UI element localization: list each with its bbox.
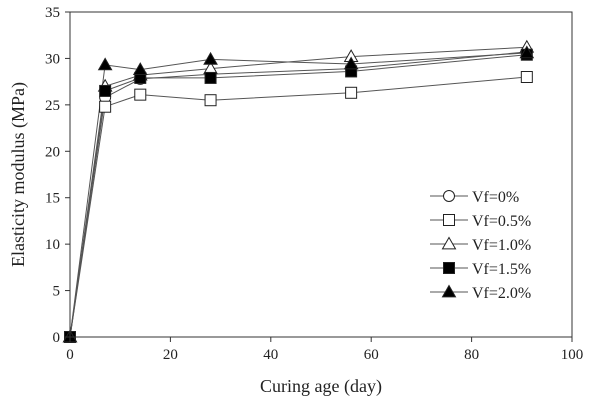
- data-point: [203, 51, 218, 65]
- y-tick-label: 10: [45, 237, 60, 253]
- plot-area-frame: [69, 11, 573, 338]
- data-point: [519, 45, 535, 59]
- series-line: [69, 76, 527, 338]
- data-point: [204, 71, 217, 84]
- y-tick-label: 15: [45, 191, 60, 207]
- data-point: [520, 71, 533, 83]
- y-tick-label: 5: [53, 284, 61, 300]
- series-line: [69, 46, 527, 338]
- legend-marker: [443, 214, 455, 226]
- data-point: [99, 100, 112, 113]
- x-tick-label: 20: [163, 347, 178, 363]
- legend-marker: [443, 190, 455, 202]
- legend-label: Vf=1.5%: [472, 261, 531, 278]
- legend-marker: [443, 262, 455, 274]
- legend: Vf=0% Vf=0.5% Vf=1.0% Vf=1.5% Vf=2.0%: [430, 189, 531, 302]
- data-point: [99, 84, 112, 97]
- series-line: [69, 54, 527, 338]
- y-axis-title: Elasticity modulus (MPa): [8, 82, 29, 267]
- x-tick-label: 40: [263, 347, 278, 363]
- data-point: [204, 94, 217, 107]
- x-axis-title: Curing age (day): [260, 376, 382, 397]
- data-point: [97, 57, 113, 71]
- x-tick-label: 60: [364, 347, 379, 363]
- data-point: [343, 56, 359, 70]
- data-point: [132, 62, 148, 75]
- y-tick-label: 0: [53, 330, 61, 346]
- series-line: [69, 51, 527, 338]
- data-point: [345, 86, 358, 99]
- legend-label: Vf=0.5%: [472, 213, 531, 230]
- legend-marker: [441, 284, 457, 298]
- ticks-layer: 0 20 40 60 80 100 0 5 10 15 20 25 30 35: [45, 5, 583, 363]
- x-tick-label: 80: [464, 347, 479, 363]
- y-tick-label: 25: [45, 98, 60, 114]
- data-point: [134, 88, 147, 101]
- legend-label: Vf=1.0%: [472, 237, 531, 254]
- x-tick-label: 100: [561, 347, 584, 363]
- y-tick-label: 30: [45, 51, 60, 67]
- legend-label: Vf=0%: [472, 189, 519, 206]
- x-tick-label: 0: [66, 347, 74, 363]
- legend-marker: [441, 236, 457, 250]
- legend-label: Vf=2.0%: [472, 285, 531, 302]
- y-tick-label: 20: [45, 144, 60, 160]
- y-tick-label: 35: [45, 5, 60, 21]
